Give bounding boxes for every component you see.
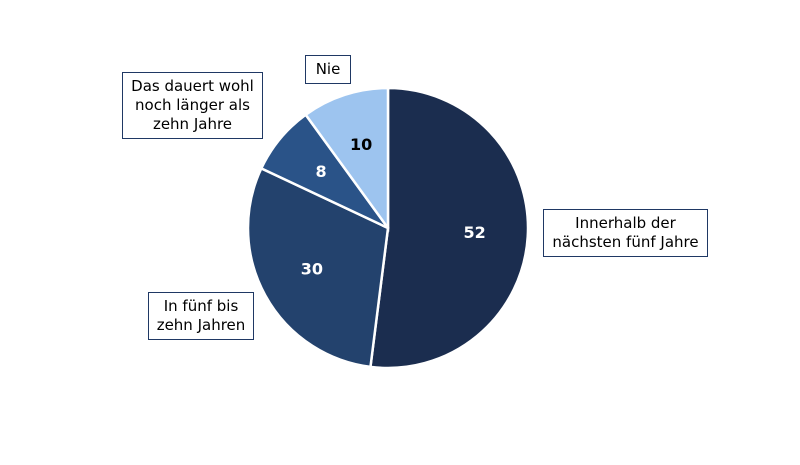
category-label: Nie — [305, 55, 351, 84]
value-label: 30 — [301, 259, 323, 278]
value-label: 52 — [463, 223, 485, 242]
value-label: 8 — [316, 162, 327, 181]
value-label: 10 — [350, 135, 372, 154]
pie-slice — [246, 166, 390, 369]
pie-slice — [369, 86, 530, 370]
pie-slice — [303, 86, 390, 232]
category-label: In fünf bis zehn Jahren — [148, 292, 254, 340]
category-label: Das dauert wohl noch länger als zehn Jah… — [122, 72, 263, 139]
category-label: Innerhalb der nächsten fünf Jahre — [543, 209, 708, 257]
